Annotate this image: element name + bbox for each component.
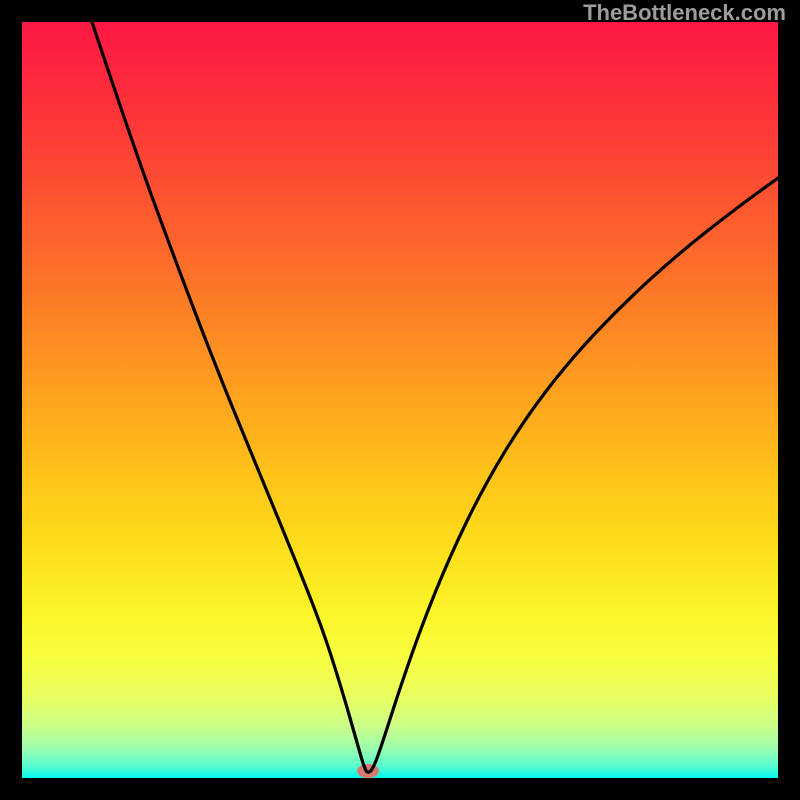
watermark-text: TheBottleneck.com	[583, 0, 786, 26]
bottleneck-curve-path	[92, 22, 778, 772]
bottleneck-curve	[22, 22, 778, 778]
plot-area	[22, 22, 778, 778]
